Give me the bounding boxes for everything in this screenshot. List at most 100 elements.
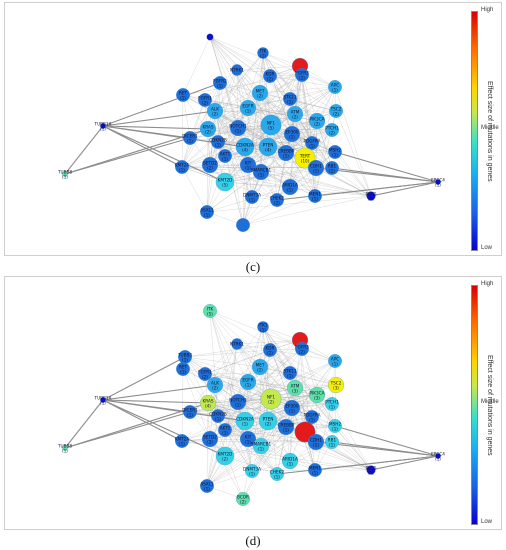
gene-node-setd2[interactable]: SETD2(2) [201, 430, 219, 448]
gene-node-itk1[interactable]: ITK1(1) [257, 321, 269, 333]
gene-node-notch1[interactable]: NOTCH1(1) [229, 119, 247, 137]
gene-node-unlabeled[interactable] [206, 33, 214, 41]
gene-node-nf1[interactable]: NF1(5) [260, 114, 282, 136]
gene-node-alk[interactable]: ALK(2) [206, 376, 224, 394]
network-edge [184, 356, 372, 471]
gene-node-plcg[interactable]: PLCG(2) [365, 191, 377, 202]
gene-node-smarcb1[interactable]: SMARCB1(1) [251, 163, 272, 181]
gene-node-tubb8[interactable]: TUBB8(1) [57, 444, 72, 454]
gene-node-atm[interactable]: ATM(2) [286, 105, 304, 123]
gene-node-chek2[interactable]: CHEK2(2) [270, 193, 284, 207]
gene-node-arid1a[interactable]: ARID1A(1) [281, 178, 299, 196]
gene-node-msh2[interactable]: MSH2(1) [328, 419, 342, 433]
gene-node-ercc4[interactable]: ERCC4(1) [431, 178, 445, 188]
gene-node-pdgfra[interactable]: PDGFRA(1) [303, 136, 321, 150]
gene-node-pten[interactable]: PTEN(4) [258, 137, 278, 157]
gene-node-ntrk1[interactable]: NTRK1 [230, 64, 244, 76]
gene-node-rb1[interactable]: RB1(1) [325, 435, 339, 449]
gene-node-crebbp[interactable]: CREBBP(1) [278, 144, 295, 162]
gene-node-asxl1[interactable]: ASXL1(1) [200, 205, 214, 219]
gene-node-akt1[interactable]: AKT1(1) [218, 149, 232, 163]
gene-node-unlabeled[interactable] [236, 218, 250, 232]
gene-node-kmt2d[interactable]: KMT2D(5) [215, 172, 235, 192]
gene-node-ret[interactable]: RET(1) [176, 362, 190, 376]
gene-node-cdkn2b[interactable]: CDKN2B(1) [209, 135, 227, 149]
gene-node-itk[interactable]: ITK(5) [203, 304, 217, 318]
gene-node-cdkn2b[interactable]: CDKN2B(1) [209, 409, 227, 423]
gene-node-pik3ca[interactable]: PIK3CA(3) [308, 386, 326, 404]
gene-node-tsc2[interactable]: TSC2(3) [327, 376, 345, 394]
gene-node-notch1[interactable]: NOTCH1(1) [229, 393, 247, 411]
gene-node-fgfr3[interactable]: FGFR3(2) [295, 68, 309, 82]
gene-node-ret[interactable]: RET(1) [176, 88, 190, 102]
gene-node-kdr[interactable]: KDR(2) [263, 343, 277, 357]
network-edge [276, 455, 439, 475]
node-circle [251, 358, 269, 376]
gene-node-msh2[interactable]: MSH2(1) [328, 145, 342, 159]
network-edge [214, 110, 249, 166]
gene-node-cdh1[interactable]: CDH1(1) [307, 159, 325, 177]
gene-node-itk[interactable]: ITK(1) [257, 47, 269, 59]
gene-node-cdkn2a[interactable]: CDKN2A(4) [235, 137, 255, 157]
gene-node-tsc2[interactable]: TSC2(2) [329, 104, 343, 118]
gene-node-apc[interactable]: APC(1) [328, 80, 342, 94]
gene-node-ercc4[interactable]: ERCC4(1) [431, 452, 445, 462]
gene-node-stk11[interactable]: STK11(1) [283, 366, 297, 380]
gene-node-fgfr2[interactable]: FGFR2(1) [213, 76, 227, 90]
gene-node-ntrk1[interactable]: NTRK1 [230, 338, 244, 350]
gene-node-fgfr1[interactable]: FGFR1(2) [198, 93, 212, 107]
gene-node-tubb1a[interactable]: TUBB1A(1) [94, 396, 112, 406]
gene-node-ptch1[interactable]: PTCH1(1) [325, 397, 339, 411]
gene-node-crebbp[interactable]: CREBBP(1) [278, 418, 295, 436]
gene-node-met[interactable]: MET(2) [251, 84, 269, 102]
gene-node-tubb3[interactable]: TUBB3(1) [177, 350, 192, 364]
gene-node-chek2[interactable]: CHEK2(1) [270, 467, 284, 481]
gene-node-tubb8[interactable]: TUBB8(1) [57, 170, 72, 180]
gene-node-men1[interactable]: MEN1(1) [308, 189, 322, 203]
gene-node-kmt2a[interactable]: KMT2A(1) [175, 160, 190, 174]
gene-node-kras[interactable]: KRAS(2) [199, 120, 217, 138]
gene-node-kmt2a[interactable]: KMT2A(1) [175, 434, 190, 448]
gene-node-tubb1a[interactable]: TUBB1A(1) [94, 122, 112, 132]
gene-node-cdh1[interactable]: CDH1(1) [307, 433, 325, 451]
gene-node-nf1[interactable]: NF1(2) [260, 388, 282, 410]
gene-node-fgfr3[interactable]: FGFR3(2) [295, 342, 309, 356]
gene-node-plcg[interactable]: PLCG(1) [365, 465, 377, 476]
gene-node-pdgfra[interactable]: PDGFRA(1) [303, 410, 321, 424]
gene-node-ep300[interactable]: EP300(1) [283, 125, 301, 143]
gene-node-dicer1[interactable]: DICER1(1) [182, 405, 198, 419]
node-gene-label: STK11 [283, 95, 297, 100]
gene-node-arid1a[interactable]: ARID1A(1) [281, 452, 299, 470]
gene-node-dicer1[interactable]: DICER1(1) [182, 131, 198, 145]
gene-node-kit[interactable]: KIT(1) [239, 430, 257, 448]
gene-node-kras[interactable]: KRAS(4) [199, 394, 217, 412]
gene-node-rb1[interactable]: RB1(1) [325, 161, 339, 175]
gene-node-kmt2d[interactable]: KMT2D(2) [215, 446, 235, 466]
gene-node-met[interactable]: MET(2) [251, 358, 269, 376]
gene-node-men1[interactable]: MEN1(1) [308, 463, 322, 477]
gene-node-atm[interactable]: ATM(3) [286, 379, 304, 397]
node-count-label: (2) [299, 349, 305, 354]
gene-node-setd2[interactable]: SETD2(2) [201, 156, 219, 174]
gene-node-stk11[interactable]: STK11(1) [283, 92, 297, 106]
gene-node-pik3ca[interactable]: PIK3CA(2) [308, 112, 326, 130]
gene-node-apc[interactable]: APC(1) [328, 354, 342, 368]
gene-node-egfr[interactable]: EGFR(1) [239, 99, 257, 117]
gene-node-alk[interactable]: ALK(2) [206, 102, 224, 120]
gene-node-dnmt3a[interactable]: DNMT3A(1) [243, 464, 261, 478]
gene-node-bcor[interactable]: BCOR(2) [236, 492, 250, 506]
gene-node-ep300[interactable]: EP300(1) [283, 399, 301, 417]
gene-node-pten[interactable]: PTEN(2) [258, 411, 278, 431]
gene-node-dnmt3a[interactable]: DNMT3A(1) [243, 190, 261, 204]
gene-node-asxl1[interactable]: ASXL1(1) [200, 479, 214, 493]
node-circle [328, 354, 342, 368]
gene-node-kit[interactable]: KIT(1) [239, 156, 257, 174]
gene-node-kdr[interactable]: KDR(2) [263, 69, 277, 83]
gene-node-cdkn2a[interactable]: CDKN2A(1) [235, 411, 255, 431]
gene-node-smarcb1[interactable]: SMARCB1(1) [251, 437, 272, 455]
network-edge [315, 441, 372, 471]
gene-node-ptch1[interactable]: PTCH1(2) [325, 123, 339, 137]
gene-node-fgfr1[interactable]: FGFR1(2) [198, 367, 212, 381]
gene-node-akt1[interactable]: AKT1(1) [218, 423, 232, 437]
gene-node-egfr[interactable]: EGFR(1) [239, 373, 257, 391]
